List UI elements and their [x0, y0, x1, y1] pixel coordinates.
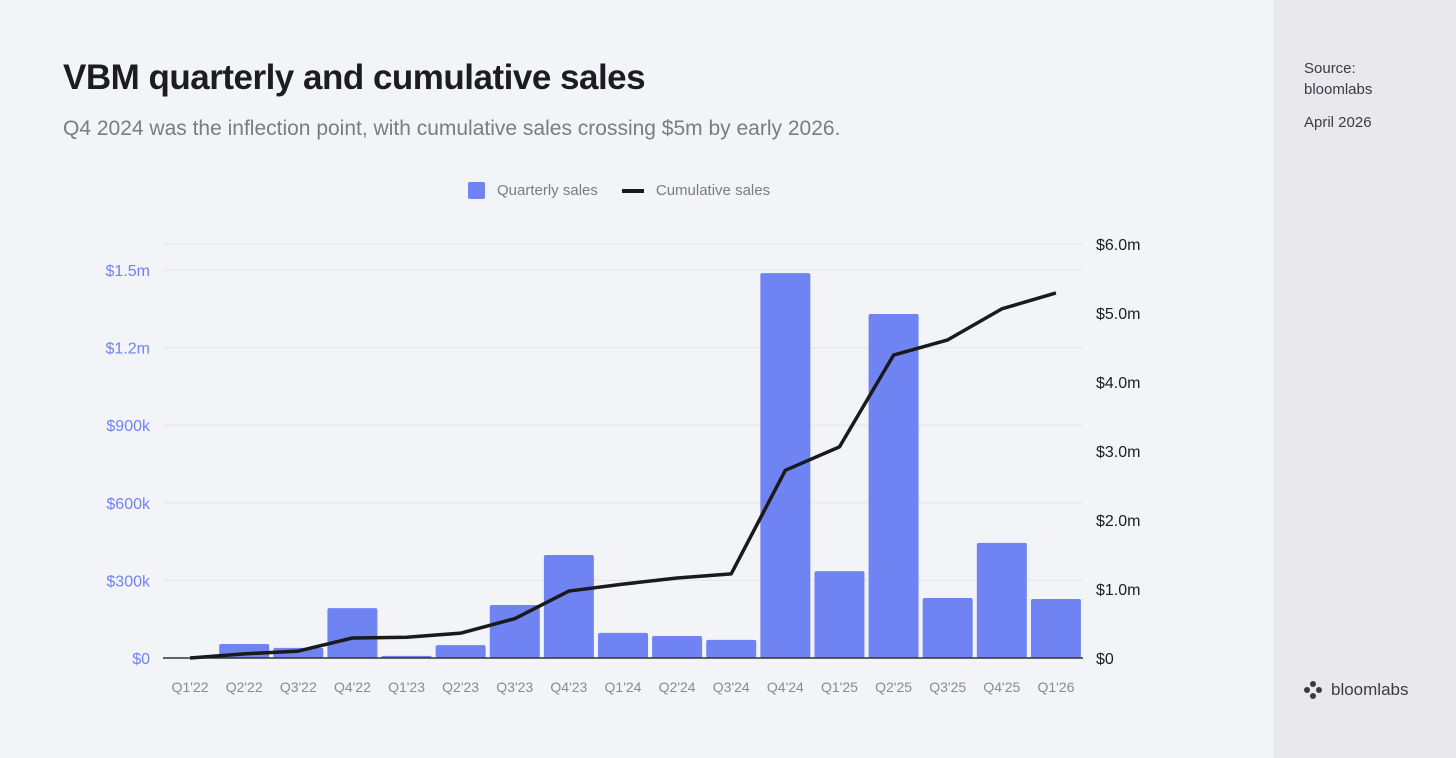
- bar-Q4'25: [976, 542, 1027, 658]
- bar-Q2'24: [652, 636, 703, 658]
- x-tick-label: Q1'23: [388, 679, 425, 695]
- left-axis-tick-label: $300k: [106, 573, 151, 590]
- bar-Q1'25: [814, 571, 865, 658]
- right-axis-tick-label: $1.0m: [1096, 582, 1140, 599]
- right-axis-tick-label: $3.0m: [1096, 444, 1140, 461]
- bar-Q4'22: [327, 608, 378, 658]
- x-tick-label: Q4'25: [983, 679, 1020, 695]
- legend-swatch-line: [621, 188, 644, 193]
- source-note: Source: bloomlabs: [1304, 58, 1372, 100]
- bar-Q1'24: [598, 632, 648, 658]
- left-axis-tick-label: $900k: [106, 418, 151, 435]
- bar-Q4'23: [543, 555, 594, 658]
- x-tick-label: Q2'25: [875, 679, 912, 695]
- legend: Quarterly sales Cumulative sales: [468, 182, 770, 199]
- left-axis-tick-label: $1.2m: [106, 341, 150, 358]
- bar-Q1'26: [1030, 599, 1081, 658]
- left-axis-tick-label: $0: [132, 651, 150, 668]
- bar-Q3'25: [922, 597, 973, 658]
- x-tick-label: Q2'24: [659, 679, 696, 695]
- right-axis-tick-label: $0: [1096, 651, 1114, 668]
- right-axis-tick-label: $2.0m: [1096, 513, 1140, 530]
- left-axis-tick-label: $1.5m: [106, 263, 150, 280]
- source-label: Source:: [1304, 60, 1356, 77]
- legend-label-cumulative: Cumulative sales: [655, 182, 771, 199]
- x-tick-label: Q2'23: [442, 679, 479, 695]
- right-axis-tick-label: $5.0m: [1096, 306, 1140, 323]
- logo-text: bloomlabs: [1331, 680, 1409, 699]
- source-value: bloomlabs: [1304, 81, 1373, 98]
- right-axis-tick-label: $6.0m: [1096, 237, 1140, 254]
- bar-Q4'24: [760, 273, 811, 658]
- x-tick-label: Q1'26: [1037, 679, 1074, 695]
- x-tick-label: Q4'24: [767, 679, 804, 695]
- x-tick-label: Q3'23: [496, 679, 533, 695]
- bloomlabs-logo: bloomlabs: [1303, 680, 1409, 700]
- date-note: April 2026: [1304, 114, 1372, 131]
- bar-Q3'24: [706, 639, 757, 658]
- chart-title: VBM quarterly and cumulative sales: [63, 58, 646, 97]
- x-tick-label: Q4'23: [550, 679, 587, 695]
- bar-Q3'23: [489, 604, 540, 658]
- x-tick-label: Q1'22: [172, 679, 209, 695]
- legend-label-quarterly: Quarterly sales: [497, 182, 598, 199]
- legend-swatch-bar: [468, 182, 485, 199]
- left-axis-tick-label: $600k: [106, 496, 151, 513]
- x-tick-label: Q2'22: [226, 679, 263, 695]
- x-tick-label: Q3'25: [929, 679, 966, 695]
- x-tick-label: Q1'24: [605, 679, 642, 695]
- bar-Q2'25: [868, 313, 919, 658]
- right-axis-tick-label: $4.0m: [1096, 375, 1140, 392]
- x-tick-label: Q3'24: [713, 679, 750, 695]
- x-tick-label: Q4'22: [334, 679, 371, 695]
- sidebar-panel: [1273, 0, 1456, 758]
- x-tick-label: Q1'25: [821, 679, 858, 695]
- x-tick-label: Q3'22: [280, 679, 317, 695]
- bloomlabs-logo-icon: [1304, 681, 1322, 699]
- bar-Q2'23: [435, 645, 486, 658]
- chart-subtitle: Q4 2024 was the inflection point, with c…: [63, 117, 841, 140]
